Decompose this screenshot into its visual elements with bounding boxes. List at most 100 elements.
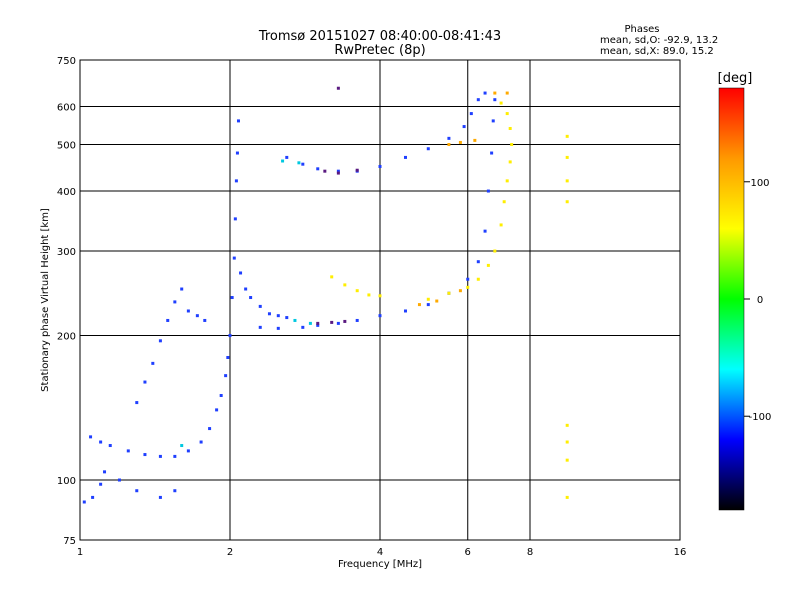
- data-point: [199, 440, 203, 444]
- data-point: [476, 277, 480, 281]
- data-point: [493, 98, 497, 102]
- data-point: [447, 291, 451, 295]
- stats-header: Phases: [624, 24, 659, 35]
- y-tick-label: 300: [57, 247, 76, 258]
- data-point: [336, 171, 340, 175]
- data-point: [267, 312, 271, 316]
- data-point: [336, 321, 340, 325]
- data-point: [166, 318, 170, 322]
- y-tick-label: 75: [63, 536, 76, 547]
- data-point: [276, 326, 280, 330]
- data-point: [426, 297, 430, 301]
- data-point: [117, 478, 121, 482]
- x-tick-label: 16: [674, 547, 687, 558]
- axis-ticks: 1 2 4 6 8 16 75 100 200 300 400 500 600 750: [57, 56, 686, 558]
- y-tick-label: 100: [57, 476, 76, 487]
- chart-title: Tromsø 20151027 08:40:00-08:41:43: [258, 29, 501, 44]
- data-point: [173, 489, 177, 493]
- data-point: [258, 325, 262, 329]
- data-point: [502, 200, 506, 204]
- data-point: [316, 323, 320, 327]
- colorbar-label: [deg]: [718, 71, 753, 86]
- data-point: [230, 296, 234, 300]
- colorbar-tick-label: -100: [749, 412, 772, 423]
- data-point: [355, 168, 359, 172]
- y-tick-label: 750: [57, 56, 76, 67]
- data-point: [158, 495, 162, 499]
- data-point: [565, 155, 569, 159]
- x-axis-label: Frequency [MHz]: [338, 559, 422, 570]
- data-point: [143, 453, 147, 457]
- data-point: [301, 325, 305, 329]
- data-point: [103, 470, 107, 474]
- data-point: [458, 140, 462, 144]
- data-point: [447, 136, 451, 140]
- data-point: [499, 223, 503, 227]
- data-point: [378, 164, 382, 168]
- x-tick-label: 6: [465, 547, 471, 558]
- y-tick-label: 200: [57, 332, 76, 343]
- data-point: [403, 155, 407, 159]
- data-point: [505, 112, 509, 116]
- data-point: [490, 151, 494, 155]
- stats-o-mode: mean, sd,O: -92.9, 13.2: [600, 35, 718, 46]
- x-tick-label: 8: [527, 547, 533, 558]
- data-point: [186, 449, 190, 453]
- data-point: [462, 125, 466, 129]
- data-point: [330, 320, 334, 324]
- data-point: [403, 309, 407, 313]
- data-point: [469, 112, 473, 116]
- data-point: [486, 189, 490, 193]
- data-point: [458, 289, 462, 293]
- data-points: [82, 86, 569, 504]
- data-point: [89, 435, 93, 439]
- data-point: [447, 143, 451, 147]
- data-point: [466, 285, 470, 289]
- data-point: [99, 440, 103, 444]
- data-point: [293, 318, 297, 322]
- data-point: [336, 169, 340, 173]
- data-point: [233, 217, 237, 221]
- data-point: [505, 179, 509, 183]
- y-tick-label: 600: [57, 103, 76, 114]
- data-point: [308, 321, 312, 325]
- data-point: [236, 119, 240, 123]
- x-tick-label: 4: [377, 547, 383, 558]
- data-point: [486, 263, 490, 267]
- data-point: [258, 304, 262, 308]
- data-point: [297, 161, 301, 165]
- data-point: [316, 167, 320, 171]
- y-tick-label: 400: [57, 187, 76, 198]
- data-point: [158, 454, 162, 458]
- colorbar-ticks: 100 0 -100: [744, 178, 771, 423]
- data-point: [208, 427, 212, 431]
- colorbar-tick-label: 0: [757, 295, 763, 306]
- data-point: [476, 260, 480, 264]
- data-point: [499, 101, 503, 105]
- data-point: [180, 287, 184, 291]
- data-point: [173, 454, 177, 458]
- data-point: [417, 303, 421, 307]
- data-point: [367, 293, 371, 297]
- data-point: [126, 449, 130, 453]
- data-point: [158, 339, 162, 343]
- data-point: [378, 314, 382, 318]
- data-point: [173, 300, 177, 304]
- data-point: [510, 143, 514, 147]
- data-point: [226, 355, 230, 359]
- data-point: [493, 91, 497, 95]
- colorbar-tick-label: 100: [750, 178, 769, 189]
- data-point: [203, 318, 207, 322]
- data-point: [378, 294, 382, 298]
- data-point: [232, 256, 236, 260]
- data-point: [91, 495, 95, 499]
- data-point: [565, 495, 569, 499]
- data-point: [180, 444, 184, 448]
- data-point: [565, 200, 569, 204]
- data-point: [426, 147, 430, 151]
- data-point: [143, 380, 147, 384]
- grid-lines: [80, 60, 680, 540]
- colorbar: [718, 87, 745, 511]
- y-tick-label: 500: [57, 141, 76, 152]
